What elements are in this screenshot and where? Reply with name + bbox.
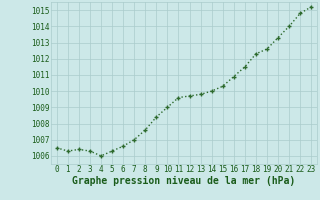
- X-axis label: Graphe pression niveau de la mer (hPa): Graphe pression niveau de la mer (hPa): [72, 176, 296, 186]
